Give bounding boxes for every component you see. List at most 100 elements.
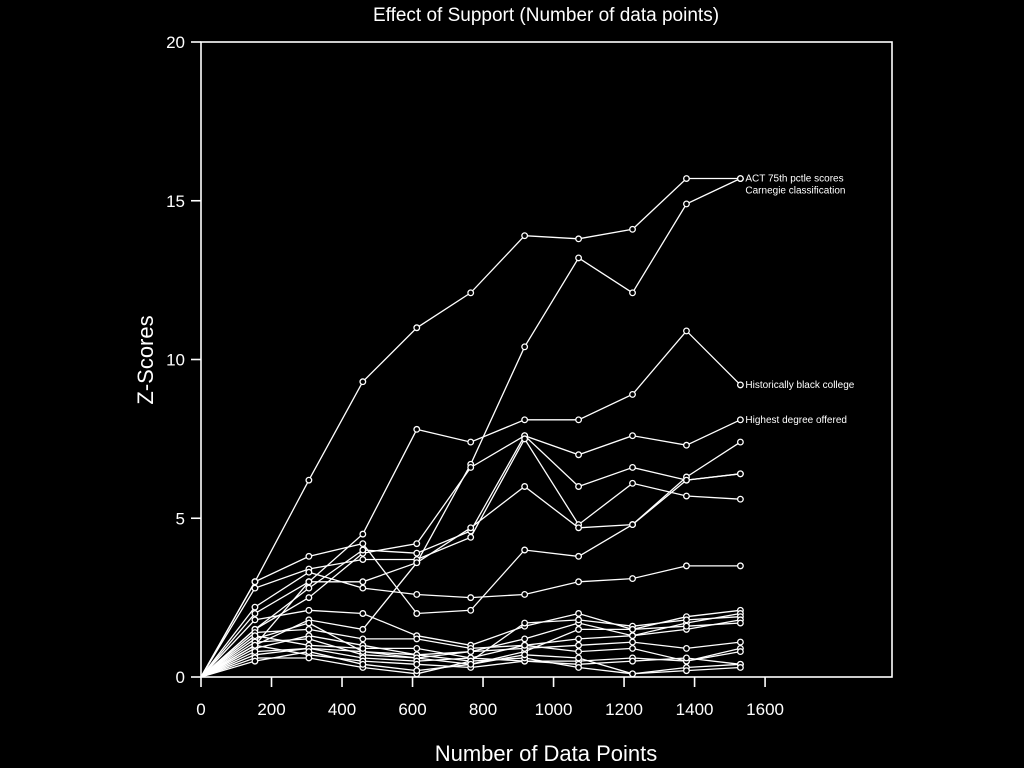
data-point [683,492,690,500]
data-point [251,632,259,640]
data-point [359,625,367,633]
data-point [305,584,313,592]
x-tick-label: 200 [257,700,285,719]
data-point [736,495,744,503]
data-point [683,562,690,570]
series-line-3 [200,329,741,678]
data-point [305,594,313,602]
data-point [575,578,583,586]
data-point [413,610,421,617]
data-point [359,556,367,563]
data-point [467,438,475,446]
series-points [251,175,744,678]
data-point [575,635,583,643]
x-tick-label: 1400 [676,700,714,719]
y-tick-label: 15 [166,192,185,211]
data-point [521,343,529,351]
data-point [251,641,259,649]
data-point [413,635,421,643]
data-point [305,578,313,586]
data-point [736,416,744,424]
x-tick-label: 600 [398,700,426,719]
data-point [736,175,744,182]
data-point [413,667,421,675]
data-point [413,540,421,548]
data-point [736,438,744,446]
data-point [736,664,744,671]
data-point [629,464,636,471]
data-point [629,289,636,297]
data-point [467,648,475,656]
data-point [683,175,690,182]
x-tick-label: 1000 [535,700,573,719]
data-point [736,381,744,389]
data-point [467,464,475,471]
series-line-2 [200,177,741,678]
data-point [683,644,690,652]
data-point [305,568,313,576]
series-annotation: ACT 75th pctle scores [745,174,843,185]
data-point [305,648,313,656]
data-point [467,594,475,602]
data-point [359,578,367,586]
data-point [251,610,259,617]
data-point [683,476,690,484]
data-point [305,625,313,633]
data-point [683,616,690,624]
data-point [305,606,313,614]
data-point [629,632,636,640]
data-point [575,483,583,490]
plot-frame [200,41,893,678]
data-point [575,451,583,459]
data-point [521,591,529,598]
data-point [467,606,475,614]
data-point [575,654,583,662]
series-annotation: Highest degree offered [745,415,847,426]
x-tick-label: 1600 [746,700,784,719]
data-point [467,524,475,532]
data-point [467,660,475,668]
data-point [413,425,421,433]
data-point [359,546,367,554]
data-point [683,667,690,675]
series-line-4 [200,419,741,678]
data-point [629,432,636,440]
data-point [413,559,421,567]
data-point [521,435,529,443]
data-point [575,524,583,532]
data-point [629,670,636,678]
data-point [575,610,583,617]
y-axis: 0 5 10 15 20 [166,33,201,687]
data-point [683,327,690,335]
data-point [467,289,475,297]
y-tick-label: 5 [176,509,185,528]
data-point [467,533,475,541]
data-point [683,622,690,630]
data-point [305,619,313,627]
data-point [359,635,367,643]
series-line-6 [200,437,741,678]
series-line-1 [200,177,741,678]
data-point [521,651,529,659]
data-point [521,546,529,554]
data-point [413,549,421,557]
data-point [629,225,636,233]
data-point [359,530,367,538]
data-point [413,324,421,332]
data-point [575,625,583,633]
data-point [359,660,367,668]
data-point [413,644,421,652]
data-point [521,641,529,649]
y-axis-label: Z-Scores [133,315,158,404]
data-point [413,660,421,668]
data-point [575,416,583,424]
data-point [251,657,259,665]
data-point [521,619,529,627]
data-point [359,584,367,592]
data-point [683,200,690,208]
data-point [575,664,583,671]
series-lines [200,177,741,678]
data-point [521,483,529,490]
data-point [305,552,313,560]
